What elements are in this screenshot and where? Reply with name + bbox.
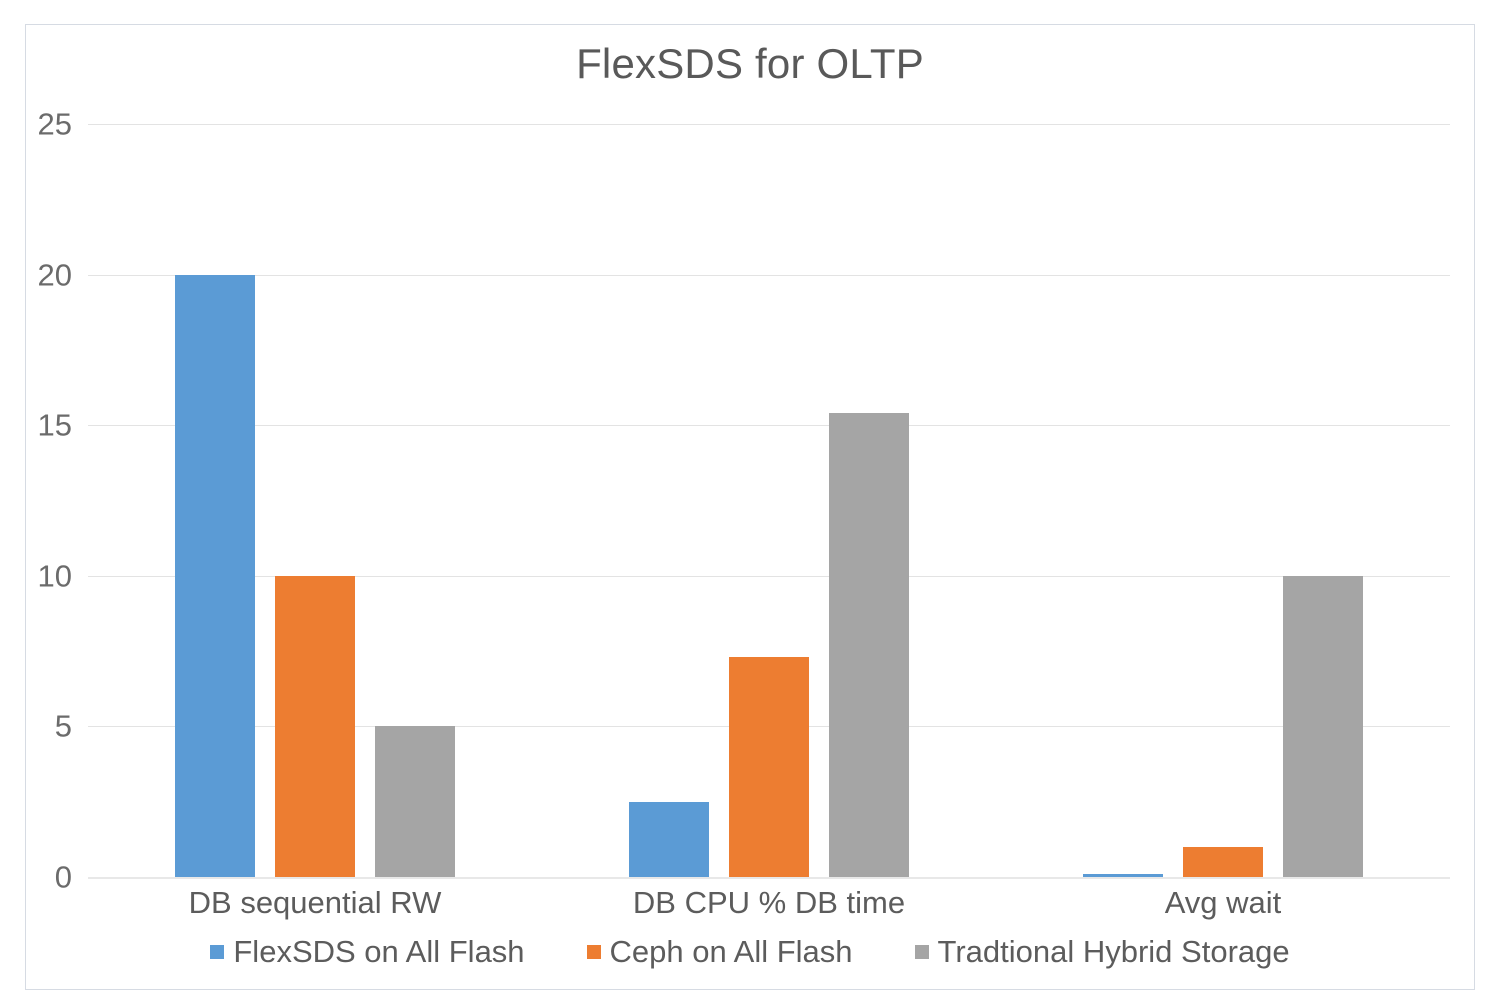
y-axis-tick-label: 0 <box>54 859 72 895</box>
gridline <box>88 124 1450 125</box>
x-axis-tick-label: Avg wait <box>1164 885 1282 920</box>
chart-legend: FlexSDS on All Flash Ceph on All Flash Tra… <box>0 936 1500 967</box>
legend-item[interactable]: Ceph on All Flash <box>586 934 853 969</box>
legend-label: Ceph on All Flash <box>609 934 853 969</box>
bar[interactable] <box>1083 874 1163 877</box>
gridline <box>88 575 1450 577</box>
y-axis-tick-label: 20 <box>37 257 72 293</box>
y-axis-tick-label: 25 <box>37 106 72 142</box>
x-axis-tick-label: DB sequential RW <box>188 885 442 920</box>
x-axis-tick-label: DB CPU % DB time <box>632 885 906 920</box>
bar[interactable] <box>1183 846 1263 877</box>
bar[interactable] <box>629 801 709 877</box>
gridline <box>88 425 1450 427</box>
legend-item[interactable]: FlexSDS on All Flash <box>210 934 525 969</box>
bar[interactable] <box>375 726 455 877</box>
y-axis-tick-label: 5 <box>54 708 72 744</box>
y-axis-tick-label: 15 <box>37 407 72 443</box>
legend-swatch-icon <box>914 944 929 959</box>
bar[interactable] <box>275 575 355 877</box>
gridline <box>88 274 1450 276</box>
legend-label: FlexSDS on All Flash <box>233 934 525 969</box>
x-axis-line <box>88 877 1450 879</box>
bar[interactable] <box>729 657 809 877</box>
legend-swatch-icon <box>210 944 225 959</box>
bar[interactable] <box>1283 575 1363 877</box>
chart-title: FlexSDS for OLTP <box>576 40 924 87</box>
x-axis-category-labels: DB sequential RW DB CPU % DB time Avg wait <box>88 885 1450 933</box>
plot-area <box>88 124 1450 878</box>
legend-label: Tradtional Hybrid Storage <box>937 934 1290 969</box>
legend-item[interactable]: Tradtional Hybrid Storage <box>914 934 1290 969</box>
y-axis-tick-label: 10 <box>37 558 72 594</box>
bar[interactable] <box>175 274 255 877</box>
legend-swatch-icon <box>586 944 601 959</box>
y-axis: 0 5 10 15 20 25 <box>0 109 72 893</box>
bar[interactable] <box>829 413 909 877</box>
